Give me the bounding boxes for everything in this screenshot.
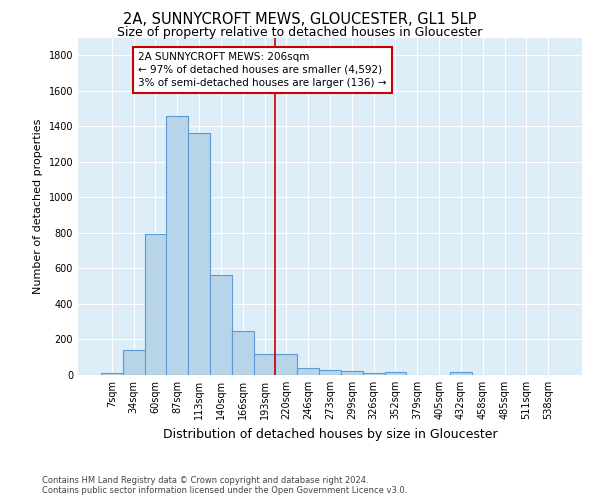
Bar — [450, 372, 472, 375]
Bar — [210, 274, 232, 375]
Bar — [363, 373, 385, 375]
Text: Contains HM Land Registry data © Crown copyright and database right 2024.: Contains HM Land Registry data © Crown c… — [42, 476, 368, 485]
Text: Contains public sector information licensed under the Open Government Licence v3: Contains public sector information licen… — [42, 486, 407, 495]
Text: 2A SUNNYCROFT MEWS: 206sqm
← 97% of detached houses are smaller (4,592)
3% of se: 2A SUNNYCROFT MEWS: 206sqm ← 97% of deta… — [138, 52, 386, 88]
Bar — [297, 368, 319, 375]
Bar — [275, 354, 297, 375]
Bar — [166, 116, 188, 375]
Bar — [123, 350, 145, 375]
Y-axis label: Number of detached properties: Number of detached properties — [33, 118, 43, 294]
X-axis label: Distribution of detached houses by size in Gloucester: Distribution of detached houses by size … — [163, 428, 497, 440]
Text: 2A, SUNNYCROFT MEWS, GLOUCESTER, GL1 5LP: 2A, SUNNYCROFT MEWS, GLOUCESTER, GL1 5LP — [123, 12, 477, 26]
Bar — [101, 373, 123, 375]
Bar — [145, 234, 166, 375]
Bar — [385, 372, 406, 375]
Bar — [341, 370, 363, 375]
Text: Size of property relative to detached houses in Gloucester: Size of property relative to detached ho… — [118, 26, 482, 39]
Bar — [232, 331, 254, 375]
Bar — [188, 134, 210, 375]
Bar — [319, 370, 341, 375]
Bar — [254, 354, 275, 375]
